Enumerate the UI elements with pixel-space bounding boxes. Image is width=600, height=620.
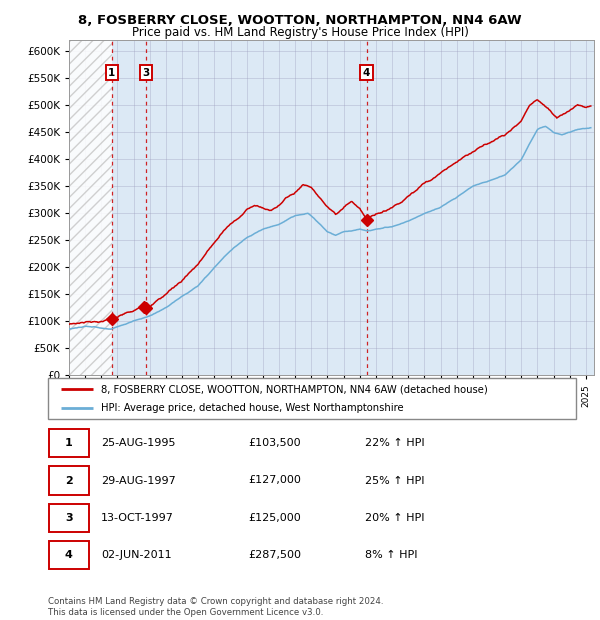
FancyBboxPatch shape [48,378,576,418]
FancyBboxPatch shape [49,541,89,569]
Text: £127,000: £127,000 [248,476,302,485]
FancyBboxPatch shape [49,429,89,458]
Text: 3: 3 [143,68,150,78]
Text: HPI: Average price, detached house, West Northamptonshire: HPI: Average price, detached house, West… [101,402,403,413]
Text: 8% ↑ HPI: 8% ↑ HPI [365,550,418,560]
Text: £287,500: £287,500 [248,550,302,560]
Text: Price paid vs. HM Land Registry's House Price Index (HPI): Price paid vs. HM Land Registry's House … [131,26,469,39]
Text: £103,500: £103,500 [248,438,301,448]
FancyBboxPatch shape [49,466,89,495]
Text: 3: 3 [65,513,73,523]
Text: 25% ↑ HPI: 25% ↑ HPI [365,476,424,485]
Text: £125,000: £125,000 [248,513,301,523]
Text: 29-AUG-1997: 29-AUG-1997 [101,476,176,485]
Text: 2: 2 [65,476,73,485]
Text: 22% ↑ HPI: 22% ↑ HPI [365,438,424,448]
Text: 1: 1 [65,438,73,448]
Text: 20% ↑ HPI: 20% ↑ HPI [365,513,424,523]
Text: 02-JUN-2011: 02-JUN-2011 [101,550,172,560]
Text: 8, FOSBERRY CLOSE, WOOTTON, NORTHAMPTON, NN4 6AW: 8, FOSBERRY CLOSE, WOOTTON, NORTHAMPTON,… [78,14,522,27]
FancyBboxPatch shape [49,503,89,532]
Text: 13-OCT-1997: 13-OCT-1997 [101,513,173,523]
Text: 25-AUG-1995: 25-AUG-1995 [101,438,175,448]
Text: Contains HM Land Registry data © Crown copyright and database right 2024.
This d: Contains HM Land Registry data © Crown c… [48,598,383,617]
Text: 1: 1 [108,68,115,78]
Text: 4: 4 [363,68,370,78]
Text: 4: 4 [65,550,73,560]
Text: 8, FOSBERRY CLOSE, WOOTTON, NORTHAMPTON, NN4 6AW (detached house): 8, FOSBERRY CLOSE, WOOTTON, NORTHAMPTON,… [101,384,488,394]
